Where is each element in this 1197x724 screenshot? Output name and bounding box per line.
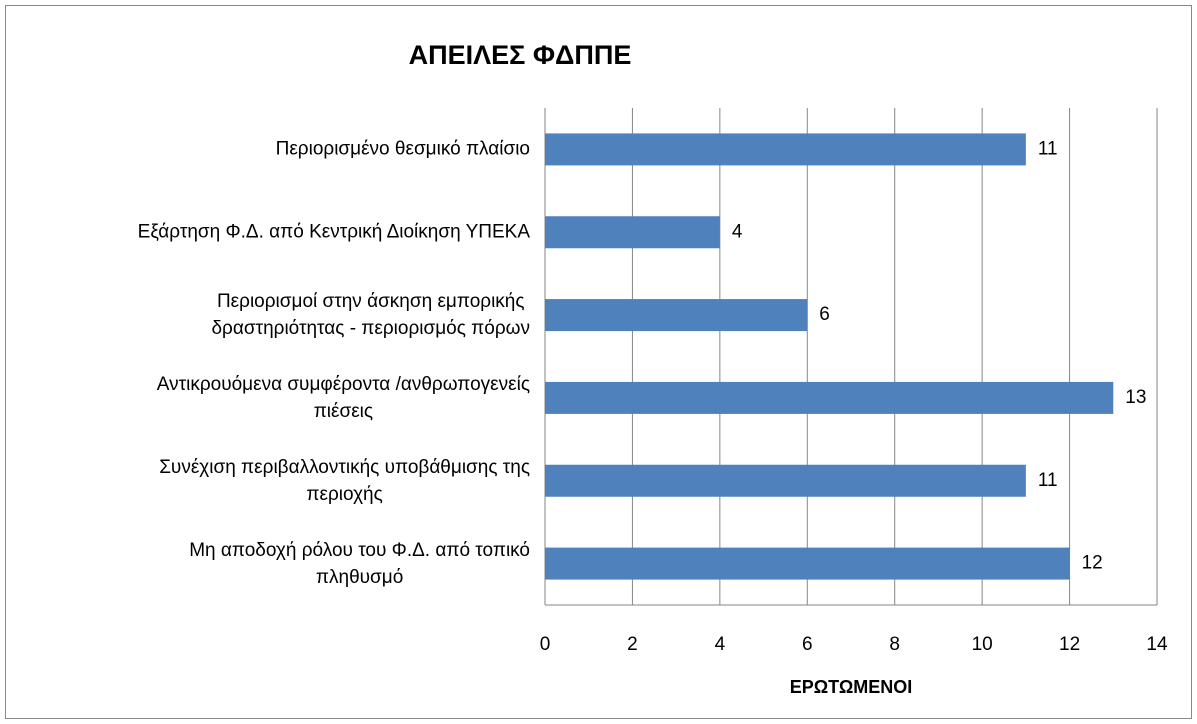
y-tick-label: Συνέχιση περιβαλλοντικής υποβάθμισης της… [159,456,530,505]
bar [545,216,720,249]
x-tick-label: 12 [1059,634,1080,655]
x-tick-label: 10 [972,634,993,655]
y-tick-label: Περιορισμοί στην άσκηση εμπορικής δραστη… [211,291,530,340]
x-tick-label: 14 [1146,634,1168,655]
bar [545,547,1070,580]
data-label: 4 [732,221,743,242]
data-label: 12 [1082,553,1103,574]
data-label: 6 [819,304,830,325]
x-axis-title: ΕΡΩΤΩΜΕΝΟΙ [790,677,913,697]
x-tick-label: 0 [540,634,551,655]
bar [545,464,1026,497]
y-tick-label: Μη αποδοχή ρόλου του Φ.Δ. από τοπικό πλη… [189,539,530,588]
x-tick-label: 4 [715,634,726,655]
y-tick-label: Περιορισμένο θεσμικό πλαίσιο [275,138,530,160]
x-tick-label: 2 [627,634,638,655]
y-tick-label: Εξάρτηση Φ.Δ. από Κεντρική Διοίκηση ΥΠΕΚ… [137,221,530,243]
data-label: 11 [1038,138,1058,159]
bar [545,299,808,332]
y-tick-label: Αντικρουόμενα συμφέροντα /ανθρωπογενείς … [156,373,530,422]
chart-title: ΑΠΕΙΛΕΣ ΦΔΠΠΕ [409,40,632,70]
x-tick-label: 8 [889,634,900,655]
data-label: 11 [1038,470,1058,491]
bar [545,381,1114,414]
data-label: 13 [1125,387,1146,408]
bar [545,133,1026,166]
chart-frame [5,5,1192,719]
x-tick-label: 6 [802,634,813,655]
